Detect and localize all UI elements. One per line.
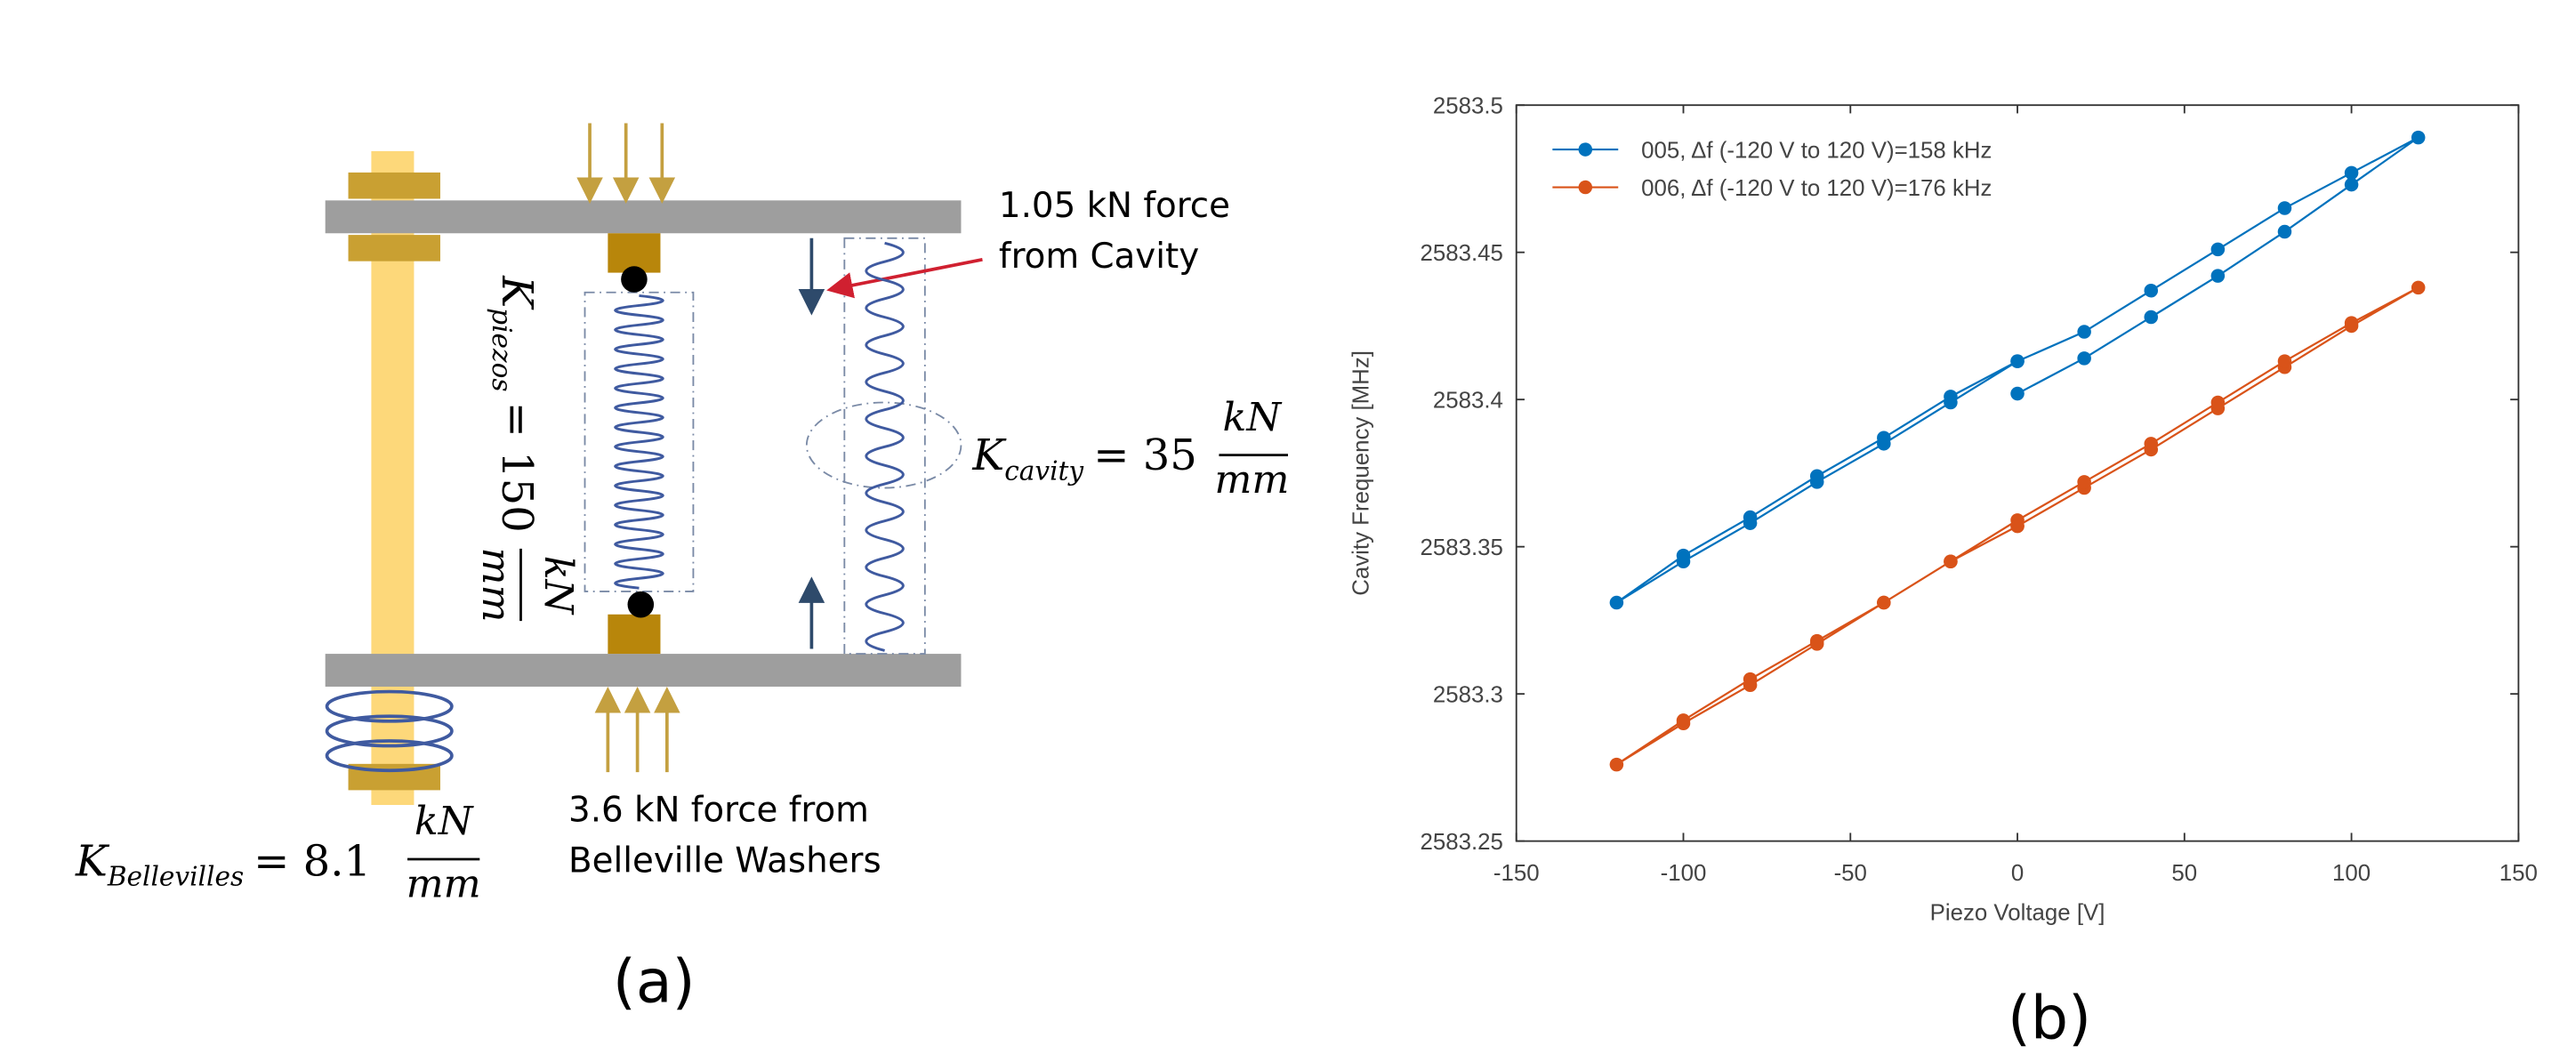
data-point	[1810, 475, 1824, 489]
legend-label: 005, Δf (-120 V to 120 V)=158 kHz	[1641, 138, 1992, 163]
piezo-block	[608, 615, 660, 654]
x-tick-label: 100	[2332, 861, 2371, 886]
data-point	[2278, 225, 2292, 239]
data-point	[2211, 243, 2226, 257]
data-point	[2411, 281, 2426, 295]
y-tick-label: 2583.35	[1421, 535, 1503, 560]
top-plate	[326, 200, 962, 233]
data-point	[1944, 554, 1958, 568]
data-point	[1743, 516, 1758, 530]
data-point	[2145, 437, 2159, 451]
spring	[866, 243, 904, 650]
label: 1.05 kN force	[999, 186, 1230, 226]
data-point	[1677, 554, 1691, 568]
data-point	[2411, 131, 2426, 145]
y-tick-label: 2583.3	[1433, 682, 1503, 707]
label: 3.6 kN force from	[568, 790, 869, 830]
chart: Piezo Voltage [V] Cavity Frequency [MHz]…	[1349, 93, 2538, 1052]
equation: mm	[473, 547, 519, 622]
data-point	[2077, 325, 2091, 339]
data-point	[2010, 354, 2025, 368]
y-axis-label: Cavity Frequency [MHz]	[1349, 350, 1374, 596]
data-point	[1610, 596, 1624, 610]
data-point	[1743, 678, 1758, 692]
equation-group: Kpiezos= 150 kN mm	[473, 275, 581, 622]
panel-label: (a)	[613, 947, 696, 1017]
x-tick-label: 150	[2500, 861, 2538, 886]
equation: kN	[535, 556, 581, 616]
data-point	[2278, 201, 2292, 215]
arrow	[833, 260, 982, 289]
label: from Cavity	[999, 237, 1199, 277]
y-tick-label: 2583.4	[1433, 388, 1503, 413]
equation: KBellevilles= 8.1	[75, 836, 371, 891]
data-point	[2145, 310, 2159, 325]
data-point	[2211, 396, 2226, 410]
legend-label: 006, Δf (-120 V to 120 V)=176 kHz	[1641, 176, 1992, 201]
bottom-plate	[326, 654, 962, 687]
nut	[349, 173, 440, 199]
panel-label: (b)	[2008, 983, 2091, 1052]
cavity-ellipse	[807, 403, 962, 488]
data-point	[2077, 475, 2091, 489]
equation: mm	[1214, 457, 1289, 503]
data-point	[2010, 387, 2025, 401]
legend-marker	[1579, 142, 1593, 157]
contact	[621, 266, 648, 293]
y-tick-label: 2583.45	[1421, 241, 1503, 266]
contact	[628, 591, 655, 618]
y-tick-label: 2583.5	[1433, 93, 1503, 118]
data-point	[2010, 519, 2025, 534]
label: Belleville Washers	[568, 841, 881, 881]
spring	[616, 295, 664, 588]
x-tick-label: -150	[1493, 861, 1540, 886]
data-point	[1877, 437, 1891, 451]
x-tick-label: 50	[2171, 861, 2197, 886]
x-axis-label: Piezo Voltage [V]	[1930, 900, 2105, 925]
diagram: 1.05 kN force from Cavity 3.6 kN force f…	[75, 124, 1289, 1017]
data-point	[2278, 354, 2292, 368]
x-tick-label: -50	[1834, 861, 1867, 886]
equation: Kpiezos= 150	[487, 275, 542, 532]
data-point	[1677, 716, 1691, 730]
data-point	[1877, 596, 1891, 610]
data-point	[1810, 637, 1824, 651]
x-tick-label: -100	[1661, 861, 1707, 886]
equation: mm	[407, 861, 481, 906]
data-point	[2345, 166, 2359, 181]
y-tick-label: 2583.25	[1421, 830, 1503, 855]
data-point	[2345, 178, 2359, 192]
data-point	[1944, 396, 1958, 410]
figure: 1.05 kN force from Cavity 3.6 kN force f…	[0, 0, 2576, 1054]
legend-marker	[1579, 181, 1593, 195]
data-point	[2145, 284, 2159, 298]
data-point	[2345, 316, 2359, 330]
data-point	[2211, 269, 2226, 283]
equation: kN	[1223, 395, 1284, 440]
data-point	[1610, 758, 1624, 772]
data-point	[2077, 351, 2091, 366]
equation: kN	[415, 799, 475, 844]
nut	[349, 235, 440, 261]
equation: Kcavity= 35	[971, 430, 1196, 486]
x-tick-label: 0	[2011, 861, 2024, 886]
